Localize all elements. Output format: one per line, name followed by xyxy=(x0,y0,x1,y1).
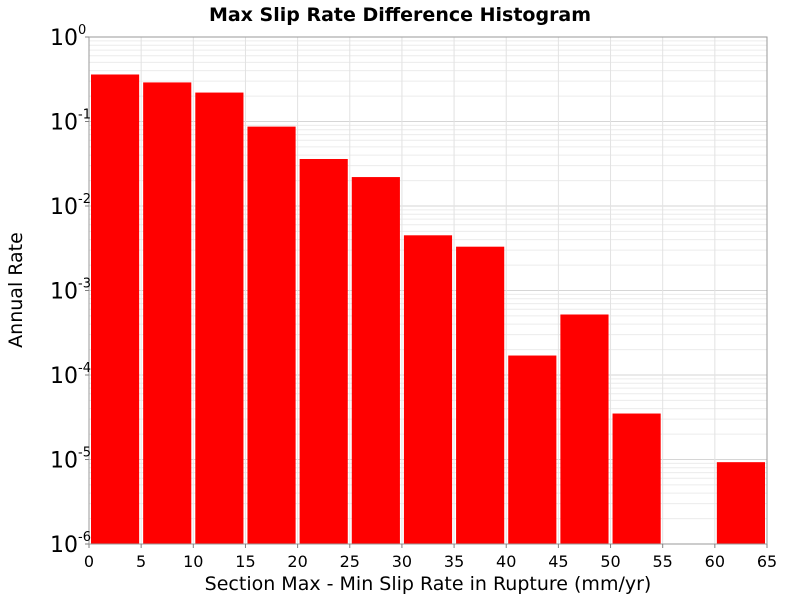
histogram-bar xyxy=(456,246,505,544)
x-axis-ticks: 0 5 10 15 20 25 30 35 40 45 50 55 60 65 xyxy=(84,544,777,571)
x-tick-label: 35 xyxy=(444,552,464,571)
x-tick-label: 60 xyxy=(705,552,725,571)
y-tick-label: 10-6 xyxy=(50,530,91,558)
x-tick-label: 0 xyxy=(84,552,94,571)
histogram-bar xyxy=(716,462,765,544)
x-tick-label: 55 xyxy=(653,552,673,571)
chart-title: Max Slip Rate Difference Histogram xyxy=(209,4,591,26)
y-tick-label: 10-1 xyxy=(50,108,91,136)
bars xyxy=(91,74,765,545)
histogram-bar xyxy=(195,92,244,545)
x-tick-label: 15 xyxy=(235,552,255,571)
histogram-bar xyxy=(560,314,609,544)
histogram-bar xyxy=(403,235,453,545)
y-axis-ticks: 100 10-1 10-2 10-3 10-4 10-5 10-6 xyxy=(50,23,91,558)
x-tick-label: 50 xyxy=(600,552,620,571)
x-tick-label: 5 xyxy=(136,552,146,571)
x-tick-label: 10 xyxy=(183,552,203,571)
y-tick-label: 100 xyxy=(50,23,86,51)
x-axis-label: Section Max - Min Slip Rate in Rupture (… xyxy=(205,573,652,595)
y-tick-label: 10-4 xyxy=(50,361,91,389)
histogram-bar xyxy=(299,158,348,544)
histogram-bar xyxy=(508,355,557,544)
y-tick-label: 10-2 xyxy=(50,192,91,220)
histogram-bar xyxy=(612,413,661,544)
x-tick-label: 65 xyxy=(757,552,777,571)
histogram-bar xyxy=(91,74,140,545)
histogram-bar xyxy=(351,177,400,544)
histogram-bar xyxy=(143,82,192,544)
x-tick-label: 40 xyxy=(496,552,516,571)
x-tick-label: 25 xyxy=(340,552,360,571)
x-tick-label: 45 xyxy=(548,552,568,571)
y-tick-label: 10-3 xyxy=(50,277,91,305)
x-tick-label: 20 xyxy=(287,552,307,571)
histogram-bar xyxy=(247,126,296,544)
y-tick-label: 10-5 xyxy=(50,446,91,474)
x-tick-label: 30 xyxy=(392,552,412,571)
y-axis-label: Annual Rate xyxy=(5,232,27,348)
